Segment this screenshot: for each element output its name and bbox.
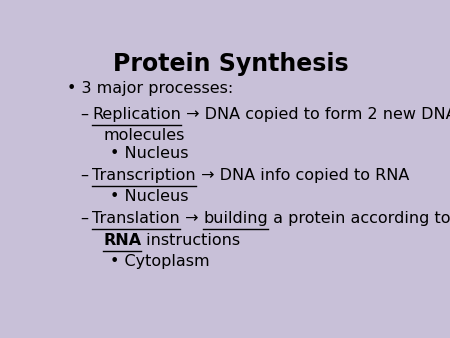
Text: Protein Synthesis: Protein Synthesis	[113, 52, 348, 76]
Text: RNA: RNA	[104, 233, 141, 248]
Text: –: –	[81, 168, 92, 183]
Text: • Nucleus: • Nucleus	[110, 146, 189, 161]
Text: –: –	[81, 107, 92, 122]
Text: Replication: Replication	[92, 107, 181, 122]
Text: Translation: Translation	[92, 211, 180, 226]
Text: • 3 major processes:: • 3 major processes:	[67, 81, 233, 96]
Text: a protein according to: a protein according to	[268, 211, 450, 226]
Text: building: building	[203, 211, 268, 226]
Text: –: –	[81, 211, 92, 226]
Text: • Cytoplasm: • Cytoplasm	[110, 255, 210, 269]
Text: • Nucleus: • Nucleus	[110, 189, 189, 204]
Text: → DNA info copied to RNA: → DNA info copied to RNA	[196, 168, 409, 183]
Text: Transcription: Transcription	[92, 168, 196, 183]
Text: instructions: instructions	[141, 233, 241, 248]
Text: → DNA copied to form 2 new DNA: → DNA copied to form 2 new DNA	[181, 107, 450, 122]
Text: →: →	[180, 211, 203, 226]
Text: molecules: molecules	[104, 128, 184, 143]
